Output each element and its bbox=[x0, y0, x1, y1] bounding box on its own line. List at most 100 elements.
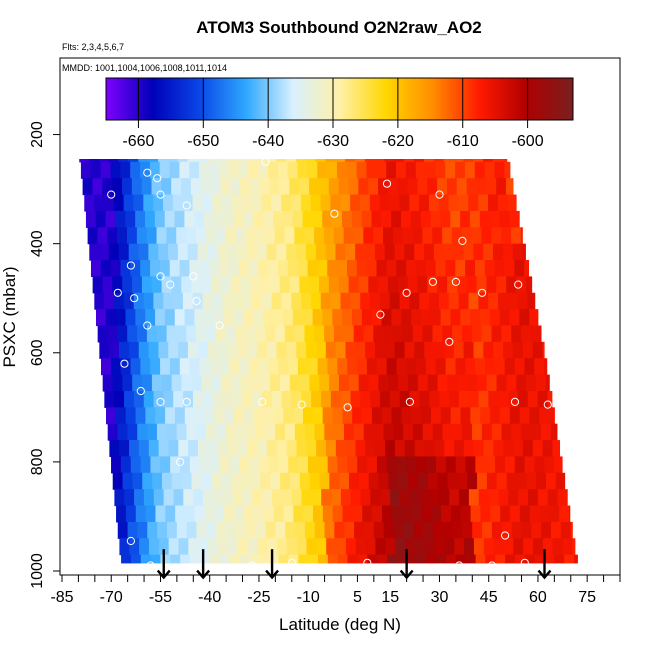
heatmap-cell bbox=[521, 521, 532, 539]
heatmap-cell bbox=[319, 472, 330, 490]
observation-point bbox=[297, 400, 306, 409]
observation-point bbox=[458, 236, 467, 245]
heatmap-cell bbox=[407, 178, 418, 196]
heatmap-cell bbox=[554, 456, 563, 474]
heatmap-cell bbox=[541, 521, 552, 539]
heatmap-cell bbox=[474, 161, 486, 179]
heatmap-cell bbox=[196, 423, 207, 441]
heatmap-cell bbox=[240, 472, 252, 490]
heatmap-cell bbox=[251, 292, 263, 310]
heatmap-cell bbox=[496, 472, 508, 490]
heatmap-cell bbox=[101, 358, 112, 376]
heatmap-cell bbox=[104, 292, 115, 310]
heatmap-cell bbox=[203, 489, 214, 507]
heatmap-cell bbox=[355, 538, 367, 556]
heatmap-cell bbox=[174, 210, 186, 228]
heatmap-cell bbox=[263, 309, 274, 327]
observation-point bbox=[126, 261, 135, 270]
heatmap-cell bbox=[328, 178, 340, 196]
heatmap-cell bbox=[472, 423, 483, 441]
heatmap-cell bbox=[401, 210, 412, 228]
heatmap-cell bbox=[544, 358, 548, 376]
heatmap-cell bbox=[371, 309, 383, 327]
heatmap-cell bbox=[320, 390, 332, 408]
heatmap-cell bbox=[504, 358, 516, 376]
heatmap-cell bbox=[363, 227, 374, 245]
heatmap-cell bbox=[176, 521, 188, 539]
profile-arrow-head bbox=[196, 569, 211, 580]
heatmap-cell bbox=[258, 161, 269, 179]
heatmap-cell bbox=[489, 309, 501, 327]
heatmap-cell bbox=[119, 538, 130, 556]
heatmap-cell bbox=[570, 521, 573, 539]
heatmap-cell bbox=[299, 374, 311, 392]
heatmap-cell bbox=[304, 521, 316, 539]
heatmap-cell bbox=[220, 276, 232, 294]
heatmap-cell bbox=[463, 341, 475, 359]
heatmap-cell bbox=[373, 521, 385, 539]
heatmap-cell bbox=[483, 538, 495, 556]
heatmap-cell bbox=[161, 472, 173, 490]
heatmap-cell bbox=[417, 178, 428, 196]
heatmap-cell bbox=[447, 276, 458, 294]
heatmap-cell bbox=[209, 456, 220, 474]
heatmap-cell bbox=[491, 423, 503, 441]
heatmap-cell bbox=[396, 260, 407, 277]
heatmap-cell bbox=[493, 243, 504, 261]
heatmap-cell bbox=[100, 260, 112, 277]
heatmap-cell bbox=[200, 276, 212, 294]
heatmap-cell bbox=[189, 358, 201, 376]
heatmap-cell bbox=[449, 390, 460, 408]
heatmap-cell bbox=[335, 440, 347, 458]
y-axis-label: PSXC (mbar) bbox=[0, 266, 19, 367]
colorbar-tick-label: -620 bbox=[382, 133, 414, 150]
observation-point bbox=[146, 561, 155, 570]
heatmap-cell bbox=[437, 472, 449, 490]
heatmap-cell bbox=[406, 554, 418, 564]
heatmap-cell bbox=[396, 456, 408, 474]
heatmap-cell bbox=[394, 243, 405, 261]
heatmap-cell bbox=[262, 489, 273, 507]
heatmap-cell bbox=[403, 521, 414, 539]
heatmap-cell bbox=[315, 341, 327, 359]
heatmap-cell bbox=[503, 440, 514, 458]
heatmap-cell bbox=[449, 489, 460, 507]
heatmap-cell bbox=[509, 210, 520, 228]
heatmap-cell bbox=[362, 407, 373, 425]
heatmap-cell bbox=[271, 390, 283, 408]
heatmap-cell bbox=[132, 276, 143, 294]
heatmap-cell bbox=[396, 161, 407, 179]
heatmap-cell bbox=[274, 325, 286, 343]
heatmap-cell bbox=[248, 358, 260, 376]
heatmap-cell bbox=[286, 440, 298, 458]
heatmap-cell bbox=[174, 407, 186, 425]
heatmap-cell bbox=[140, 554, 152, 564]
heatmap-cell bbox=[550, 423, 558, 441]
heatmap-cell bbox=[344, 521, 355, 539]
heatmap-cell bbox=[519, 505, 531, 523]
heatmap-cell bbox=[150, 554, 162, 564]
heatmap-cell bbox=[399, 292, 411, 310]
heatmap-cell bbox=[245, 423, 256, 441]
heatmap-cell bbox=[347, 554, 359, 564]
heatmap-cell bbox=[502, 243, 514, 261]
heatmap-cell bbox=[386, 456, 398, 474]
heatmap-cell bbox=[318, 554, 329, 564]
heatmap-cell bbox=[219, 358, 230, 376]
profile-arrow-head bbox=[265, 569, 279, 580]
heatmap-cell bbox=[465, 260, 476, 277]
heatmap-cell bbox=[245, 325, 256, 343]
heatmap-cell bbox=[278, 554, 290, 564]
heatmap-cell bbox=[294, 521, 306, 539]
heatmap-cell bbox=[475, 554, 487, 564]
heatmap-cell bbox=[289, 374, 301, 392]
heatmap-cell bbox=[288, 456, 299, 474]
x-axis-label: Latitude (deg N) bbox=[279, 615, 401, 634]
heatmap-cell bbox=[480, 505, 491, 523]
heatmap-cell bbox=[489, 210, 501, 228]
heatmap-cell bbox=[165, 505, 176, 523]
heatmap-cell bbox=[129, 538, 140, 556]
heatmap-cell bbox=[522, 440, 534, 458]
heatmap-cell bbox=[486, 472, 498, 490]
heatmap-cell bbox=[448, 194, 460, 212]
